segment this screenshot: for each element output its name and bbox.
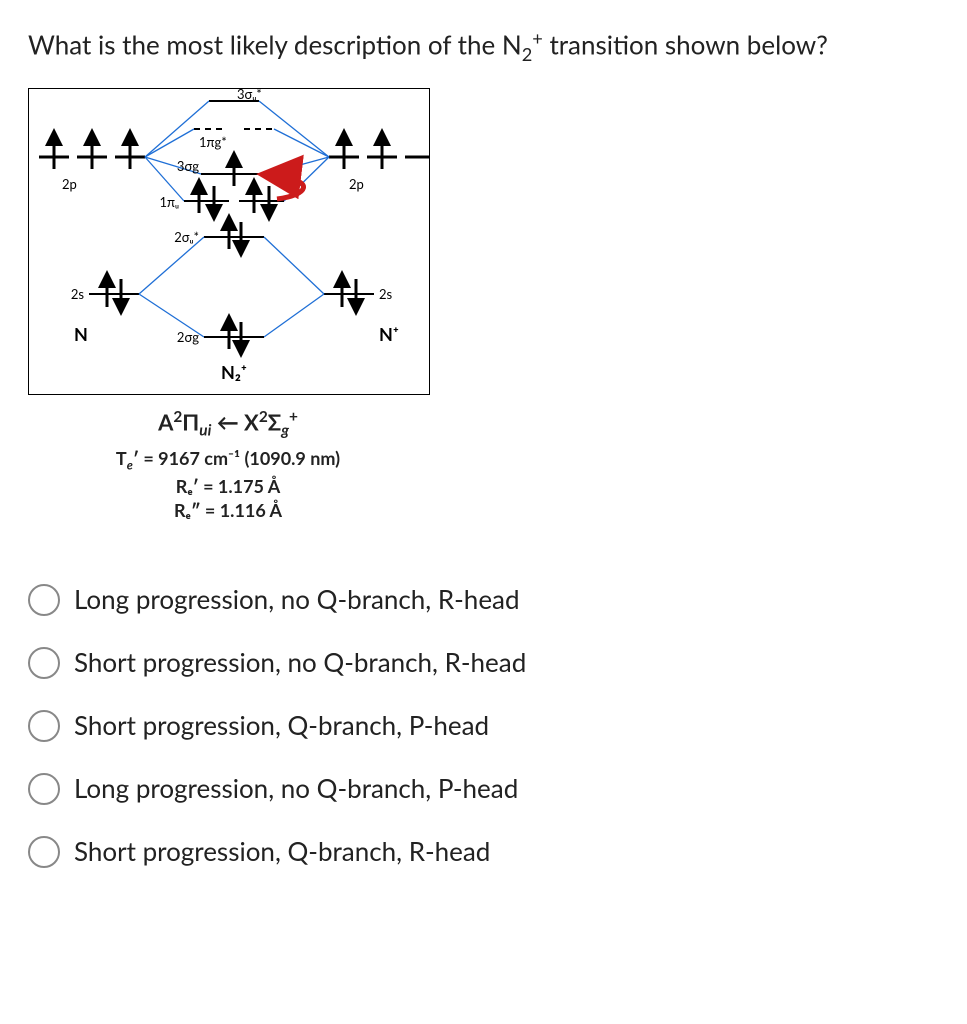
question-sup: + [532,27,543,49]
transition-arrow [277,177,303,199]
te-value: 9167 cm⁻¹ (1090.9 nm) [158,447,340,469]
transition-caption: A2Πui ← X2Σg+ Te′ = 9167 cm⁻¹ (1090.9 nm… [28,407,428,522]
label-2sigma-u: 2σᵤ* [174,229,199,245]
option-b[interactable]: Short progression, no Q-branch, R-head [28,645,955,680]
label-pi-g-star: 1πg* [199,134,227,150]
option-a[interactable]: Long progression, no Q-branch, R-head [28,582,955,617]
radio-icon[interactable] [28,584,60,616]
option-label: Short progression, no Q-branch, R-head [74,645,526,680]
pi-u-electrons [199,186,269,213]
option-label: Long progression, no Q-branch, R-head [74,582,520,617]
option-label: Long progression, no Q-branch, P-head [74,771,518,806]
label-left-2s: 2s [71,286,85,302]
option-d[interactable]: Long progression, no Q-branch, P-head [28,771,955,806]
question-sub: 2 [522,43,533,65]
question-stem: What is the most likely description of t… [28,26,955,66]
mo-diagram-svg: 3σᵤ* 1πg* 2p 2p 3σg [29,89,429,394]
radio-icon[interactable] [28,710,60,742]
option-e[interactable]: Short progression, Q-branch, R-head [28,834,955,869]
label-center-molecule: N₂⁺ [221,361,247,383]
correlation-lines-2s [139,237,324,337]
label-3sigma-g: 3σg [177,158,199,174]
option-c[interactable]: Short progression, Q-branch, P-head [28,708,955,743]
answer-options: Long progression, no Q-branch, R-head Sh… [28,582,955,869]
question-text-suffix: transition shown below? [543,29,828,61]
label-right-2p: 2p [349,176,364,192]
re-prime: Rₑ′ = 1.175 Å [28,474,428,498]
radio-icon[interactable] [28,773,60,805]
label-3sigma-u: 3σᵤ* [237,89,262,102]
label-left-2p: 2p [62,176,77,192]
label-left-atom: N [74,323,88,345]
radio-icon[interactable] [28,836,60,868]
label-right-2s: 2s [379,286,393,302]
option-label: Short progression, Q-branch, R-head [74,834,490,869]
left-2p-levels [39,137,145,169]
mo-diagram: 3σᵤ* 1πg* 2p 2p 3σg [28,88,430,395]
label-pi-u: 1πᵤ [159,194,179,210]
label-right-atom: N⁺ [379,323,399,345]
radio-icon[interactable] [28,647,60,679]
question-text-prefix: What is the most likely description of t… [28,29,522,61]
label-2sigma-g: 2σg [177,329,199,345]
option-label: Short progression, Q-branch, P-head [74,708,489,743]
right-2p-levels [329,137,429,169]
re-double-prime: Rₑ″ = 1.116 Å [28,498,428,522]
